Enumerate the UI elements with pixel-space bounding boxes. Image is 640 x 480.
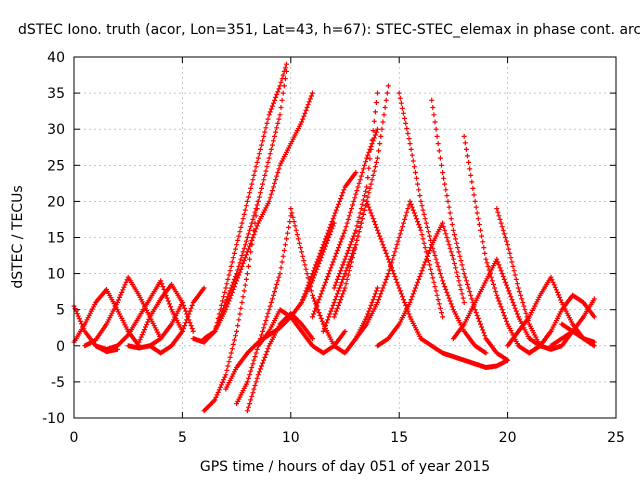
x-tick-label: 10	[282, 430, 300, 446]
y-tick-label: 20	[47, 194, 65, 210]
y-tick-label: 40	[47, 50, 65, 66]
x-tick-label: 0	[70, 430, 79, 446]
y-tick-label: -5	[51, 375, 65, 391]
series-1	[71, 287, 142, 349]
series-17-markers	[310, 126, 380, 320]
series-22	[375, 220, 467, 349]
series-14-markers	[255, 307, 348, 356]
series-23	[396, 90, 489, 356]
y-tick-label: -10	[42, 411, 65, 427]
series-3-markers	[93, 278, 185, 352]
series-4	[136, 281, 196, 345]
x-axis-label: GPS time / hours of day 051 of year 2015	[200, 459, 490, 475]
series-20	[331, 90, 380, 291]
series-1-markers	[71, 287, 142, 349]
series-6	[147, 285, 207, 356]
series-21-markers	[353, 198, 446, 342]
series-10	[201, 198, 261, 414]
series-17	[310, 126, 380, 320]
y-tick-label: 5	[56, 303, 65, 319]
series-19	[331, 198, 424, 342]
series-28-markers	[450, 256, 543, 349]
series-31	[548, 296, 597, 349]
chart-title: dSTEC Iono. truth (acor, Lon=351, Lat=43…	[18, 22, 640, 38]
data-points	[71, 61, 597, 414]
series-9	[212, 68, 289, 334]
series-16-markers	[299, 170, 359, 305]
series-19-markers	[331, 198, 424, 342]
y-tick-label: 0	[56, 339, 65, 355]
y-tick-label: 15	[47, 231, 65, 247]
series-28	[450, 256, 543, 349]
y-tick-label: 10	[47, 267, 65, 283]
grid	[74, 57, 616, 418]
x-tick-label: 5	[178, 430, 187, 446]
series-10-markers	[201, 198, 261, 414]
series-20-markers	[331, 90, 380, 291]
series-23-markers	[396, 90, 489, 356]
series-22-markers	[375, 220, 467, 349]
series-5-markers	[125, 300, 185, 351]
series-4-markers	[136, 281, 196, 345]
x-tick-label: 15	[390, 430, 408, 446]
series-24-markers	[429, 97, 511, 363]
y-tick-label: 30	[47, 122, 65, 138]
plot-frame	[73, 56, 617, 419]
series-13-markers	[244, 310, 315, 414]
series-24	[429, 97, 511, 363]
series-6-markers	[147, 285, 207, 356]
ticks: 0 5 10 15 20 25 -10 -5 0 5 10 15 20 25 30 35 40	[42, 50, 625, 446]
series-31-markers	[548, 296, 597, 349]
series-16	[299, 170, 359, 305]
series-5	[125, 300, 185, 351]
series-14	[255, 307, 348, 356]
y-axis-label: dSTEC / TECUs	[10, 185, 26, 288]
series-9-markers	[212, 68, 289, 334]
series-3	[93, 278, 185, 352]
series-13	[244, 310, 315, 414]
y-tick-label: 35	[47, 86, 65, 102]
y-tick-label: 25	[47, 158, 65, 174]
series-21	[353, 198, 446, 342]
series-32-markers	[559, 321, 597, 345]
series-27	[418, 336, 511, 370]
series-32	[559, 321, 597, 345]
x-tick-label: 20	[499, 430, 517, 446]
x-tick-label: 25	[607, 430, 625, 446]
series-27-markers	[418, 336, 511, 370]
